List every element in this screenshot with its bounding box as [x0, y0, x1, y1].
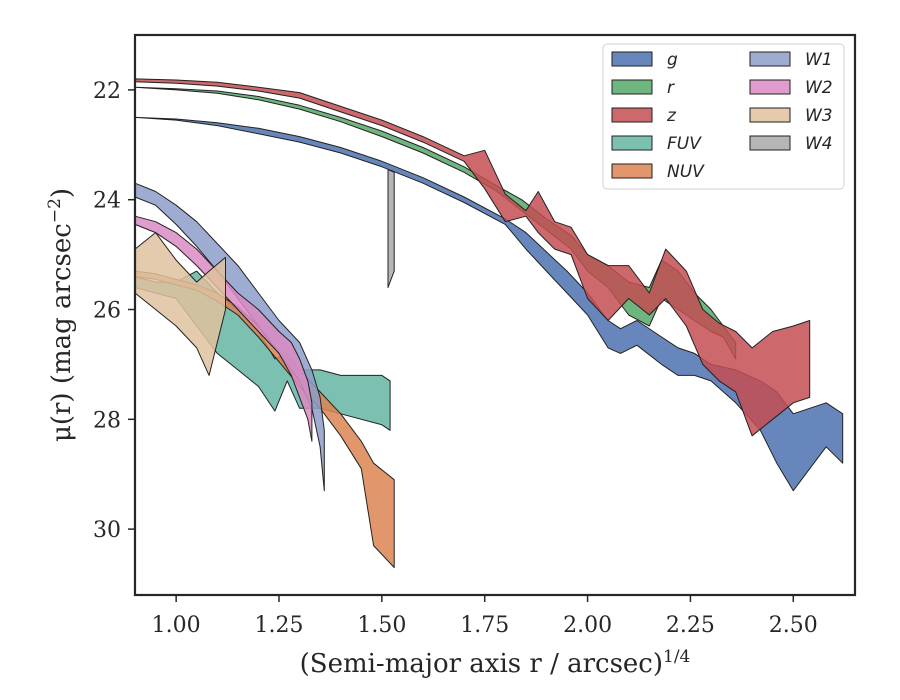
band-w3 [134, 232, 226, 376]
x-tick-label: 2.00 [563, 613, 612, 638]
band-w4 [387, 169, 395, 288]
legend-label-r: r [667, 78, 675, 98]
x-axis: 1.00 1.25 1.50 1.75 2.00 2.25 2.50 [152, 595, 818, 638]
y-axis-label-text: μ(r) (mag arcsec [47, 223, 77, 442]
x-axis-label-text: (Semi-major axis r / arcsec) [300, 649, 663, 679]
legend-label-g: g [667, 50, 678, 70]
legend-label-w3: W3 [805, 106, 833, 126]
legend-swatch-fuv [611, 135, 653, 151]
legend-swatch-nuv [611, 163, 653, 179]
y-tick-label: 22 [93, 79, 121, 104]
legend: grz FUV NUV W1 W2 W3 W4 [602, 43, 845, 190]
x-axis-label-exponent: 1/4 [663, 647, 690, 667]
x-tick-label: 1.25 [255, 613, 304, 638]
x-axis-label: (Semi-major axis r / arcsec)1/4 [300, 647, 691, 679]
legend-swatch-z [611, 107, 653, 123]
y-tick-label: 24 [93, 189, 121, 214]
y-tick-label: 28 [93, 408, 121, 433]
legend-label-nuv: NUV [667, 162, 705, 182]
band-z [134, 78, 811, 437]
x-tick-label: 2.50 [769, 613, 818, 638]
legend-swatch-w4 [749, 135, 791, 151]
x-tick-label: 1.75 [460, 613, 509, 638]
y-tick-label: 30 [93, 518, 121, 543]
legend-label-w2: W2 [805, 78, 833, 98]
legend-label-w1: W1 [805, 50, 833, 70]
legend-swatch-g [611, 51, 653, 67]
legend-label-fuv: FUV [667, 134, 702, 154]
x-tick-label: 2.25 [666, 613, 715, 638]
legend-swatch-r [611, 79, 653, 95]
legend-swatch-w1 [749, 51, 791, 67]
legend-label-w4: W4 [805, 134, 833, 154]
y-axis-label-close: ) [47, 188, 77, 198]
series-bands [134, 78, 844, 568]
legend-swatch-w2 [749, 79, 791, 95]
legend-label-z: z [666, 106, 677, 126]
y-axis-label-exponent: −2 [45, 198, 65, 223]
x-tick-label: 1.50 [357, 613, 406, 638]
y-axis: 22 24 26 28 30 [93, 79, 135, 543]
x-tick-label: 1.00 [152, 613, 201, 638]
plot-frame [133, 33, 857, 597]
legend-swatch-w3 [749, 107, 791, 123]
y-tick-label: 26 [93, 299, 121, 324]
band-w1 [134, 182, 325, 492]
y-axis-label: μ(r) (mag arcsec−2) [45, 188, 77, 442]
